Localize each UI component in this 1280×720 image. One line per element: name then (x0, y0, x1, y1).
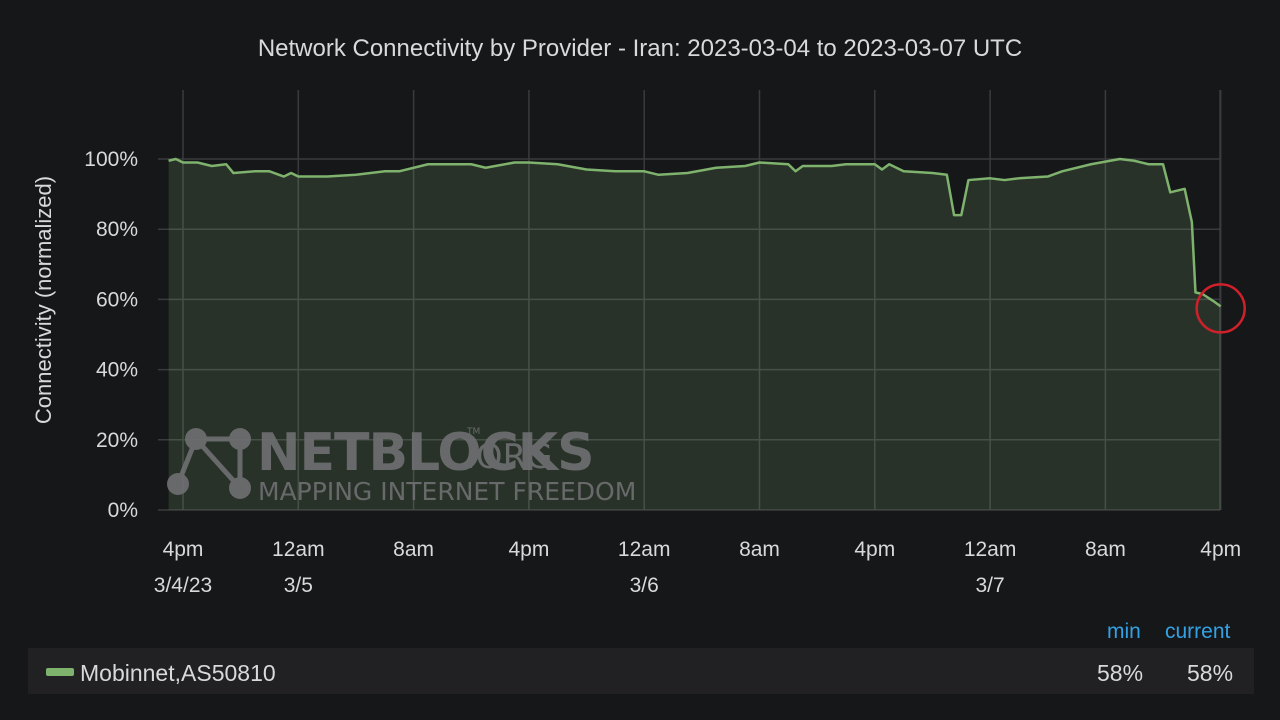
y-tick-label: 0% (108, 499, 138, 522)
x-tick-label: 4pm (508, 538, 549, 561)
watermark-tagline: MAPPING INTERNET FREEDOM (258, 477, 636, 506)
x-tick-sublabel: 3/5 (284, 574, 313, 597)
y-axis: 100% 80% 60% 40% 20% 0% (84, 148, 138, 522)
y-tick-label: 20% (96, 429, 138, 452)
legend-header-min[interactable]: min (1107, 620, 1141, 644)
legend-header-current[interactable]: current (1165, 620, 1230, 644)
x-tick-sublabel: 3/6 (630, 574, 659, 597)
x-axis: 4pm 3/4/23 12am 3/5 8am 4pm 12am 3/6 8am 4pm 12am 3… (154, 538, 1241, 597)
x-tick-label: 8am (393, 538, 434, 561)
x-tick-label: 12am (618, 538, 671, 561)
y-tick-label: 60% (96, 288, 138, 311)
y-tick-label: 100% (84, 148, 138, 171)
x-tick-label: 4pm (854, 538, 895, 561)
x-tick-label: 8am (1085, 538, 1126, 561)
x-tick-label: 12am (964, 538, 1017, 561)
x-tick-label: 4pm (163, 538, 204, 561)
legend-min-value: 58% (1097, 660, 1143, 687)
y-axis-label: Connectivity (normalized) (31, 176, 56, 424)
x-tick-sublabel: 3/4/23 (154, 574, 212, 597)
legend-header: min current (0, 620, 1280, 644)
x-tick-label: 8am (739, 538, 780, 561)
chart-title: Network Connectivity by Provider - Iran:… (258, 35, 1022, 62)
legend-row[interactable]: Mobinnet,AS50810 58% 58% (28, 648, 1254, 694)
legend-swatch (46, 668, 74, 676)
legend-current-value: 58% (1187, 660, 1233, 687)
x-tick-label: 12am (272, 538, 325, 561)
y-tick-label: 80% (96, 218, 138, 241)
legend-series-name[interactable]: Mobinnet,AS50810 (80, 660, 276, 687)
x-tick-label: 4pm (1200, 538, 1241, 561)
watermark-domain: .ORG (465, 437, 553, 477)
y-tick-label: 40% (96, 359, 138, 382)
x-tick-sublabel: 3/7 (975, 574, 1004, 597)
watermark-trademark: TM (466, 427, 480, 437)
